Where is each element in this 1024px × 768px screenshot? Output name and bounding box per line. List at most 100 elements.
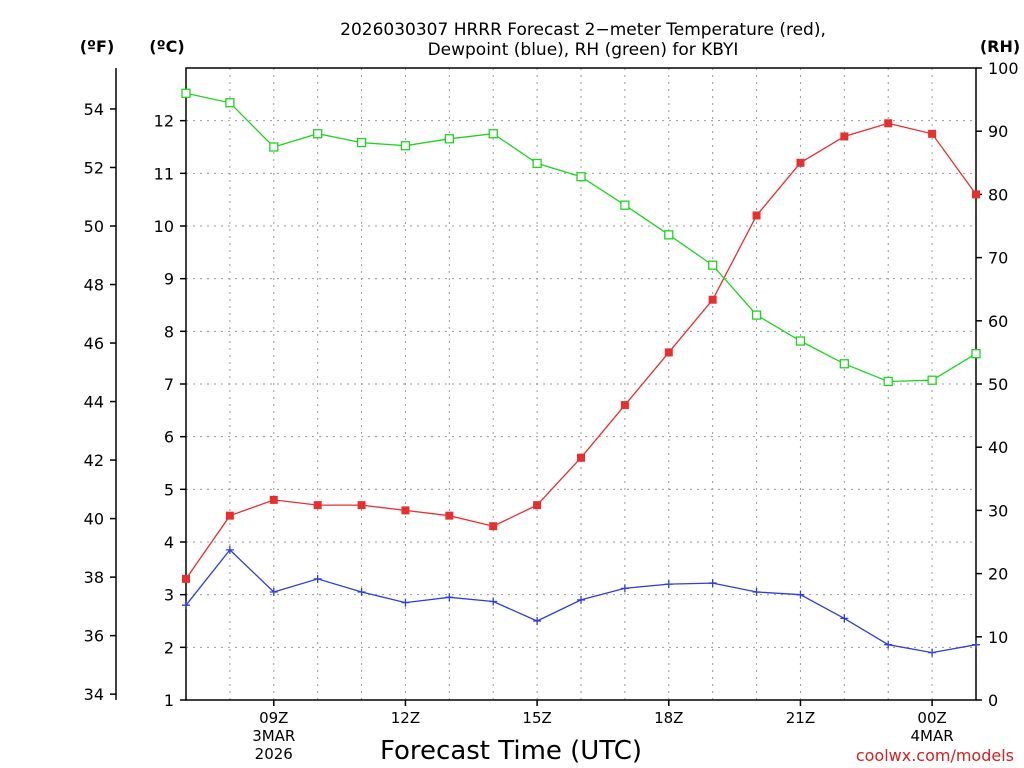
data-point xyxy=(533,501,542,510)
data-point xyxy=(445,593,454,602)
rh-unit-label: (RH) xyxy=(980,37,1020,56)
rh-tick-label: 20 xyxy=(988,565,1008,584)
data-point xyxy=(664,580,673,589)
data-point xyxy=(576,172,586,182)
rh-tick-label: 10 xyxy=(988,628,1008,647)
x-tick-label: 3MAR xyxy=(252,727,295,745)
fahrenheit-tick-label: 34 xyxy=(84,685,104,704)
series-layer xyxy=(181,88,981,657)
series-dewpoint xyxy=(182,545,980,657)
rh-tick-label: 70 xyxy=(988,249,1008,268)
x-tick-label: 00Z xyxy=(917,709,946,727)
data-point xyxy=(489,522,498,531)
fahrenheit-tick-label: 48 xyxy=(84,276,104,295)
data-point xyxy=(357,501,366,510)
data-point xyxy=(620,584,629,593)
data-point xyxy=(796,158,805,167)
series-2-meter-temperature xyxy=(182,119,980,583)
data-point xyxy=(840,614,849,623)
data-point xyxy=(356,137,367,148)
data-point xyxy=(313,501,322,510)
x-tick-label: 15Z xyxy=(522,709,551,727)
celsius-tick-label: 4 xyxy=(164,533,174,552)
data-point xyxy=(927,375,937,385)
data-point xyxy=(577,453,585,462)
data-point xyxy=(357,588,366,597)
x-tick-label: 2026 xyxy=(255,745,293,763)
data-point xyxy=(269,495,278,504)
data-point xyxy=(884,640,893,649)
data-point xyxy=(620,401,629,410)
x-tick-label: 12Z xyxy=(391,709,420,727)
axes-layer: 3436384042444648505254123456789101112010… xyxy=(84,59,1019,763)
celsius-tick-label: 1 xyxy=(164,691,174,710)
celsius-tick-label: 6 xyxy=(164,428,174,447)
data-point xyxy=(269,142,279,152)
x-tick-label: 21Z xyxy=(786,709,815,727)
data-point xyxy=(225,511,234,520)
x-tick-label: 18Z xyxy=(654,709,683,727)
chart-title: 2026030307 HRRR Forecast 2−meter Tempera… xyxy=(340,20,826,40)
data-point xyxy=(225,545,234,554)
data-point xyxy=(577,595,585,604)
data-point xyxy=(313,129,323,139)
fahrenheit-tick-label: 38 xyxy=(84,568,104,587)
data-point xyxy=(181,88,191,98)
rh-tick-label: 30 xyxy=(988,501,1008,520)
data-point xyxy=(488,129,498,139)
fahrenheit-tick-label: 44 xyxy=(84,393,104,412)
fahrenheit-tick-label: 52 xyxy=(84,158,104,177)
x-axis-label: Forecast Time (UTC) xyxy=(380,736,642,766)
celsius-tick-label: 3 xyxy=(164,586,174,605)
data-point xyxy=(839,359,849,369)
data-point xyxy=(884,119,893,128)
data-point xyxy=(182,601,190,610)
data-point xyxy=(840,132,849,141)
data-point xyxy=(795,336,806,346)
data-point xyxy=(400,141,411,151)
data-point xyxy=(182,574,190,583)
credit-text: coolwx.com/models xyxy=(856,746,1014,765)
fahrenheit-tick-label: 50 xyxy=(84,217,104,236)
data-point xyxy=(620,200,630,210)
data-point xyxy=(883,376,893,387)
data-point xyxy=(971,349,981,359)
grid-layer xyxy=(186,68,976,701)
data-point xyxy=(752,211,761,220)
celsius-tick-label: 12 xyxy=(154,112,174,131)
rh-tick-label: 90 xyxy=(988,122,1008,141)
fahrenheit-tick-label: 46 xyxy=(84,334,104,353)
data-point xyxy=(664,348,673,357)
series-rh xyxy=(181,88,981,387)
data-point xyxy=(489,597,498,606)
data-point xyxy=(269,588,278,597)
data-point xyxy=(664,230,674,240)
data-point xyxy=(708,260,718,270)
x-tick-label: 4MAR xyxy=(911,727,954,745)
data-point xyxy=(445,511,454,520)
data-point xyxy=(533,617,542,625)
rh-tick-label: 50 xyxy=(988,375,1008,394)
data-point xyxy=(313,574,322,583)
celsius-tick-label: 8 xyxy=(164,322,174,341)
celsius-tick-label: 10 xyxy=(154,217,174,236)
data-point xyxy=(532,158,542,169)
chart-subtitle: Dewpoint (blue), RH (green) for KBYI xyxy=(428,40,739,60)
celsius-tick-label: 7 xyxy=(164,375,174,394)
celsius-tick-label: 5 xyxy=(164,480,174,499)
fahrenheit-tick-label: 54 xyxy=(84,100,104,119)
fahrenheit-tick-label: 36 xyxy=(84,627,104,646)
data-point xyxy=(928,129,937,138)
fahrenheit-unit-label: (ºF) xyxy=(80,37,115,56)
rh-tick-label: 40 xyxy=(988,438,1008,457)
data-point xyxy=(708,579,717,588)
data-point xyxy=(928,648,937,657)
rh-tick-label: 0 xyxy=(988,691,998,710)
rh-tick-label: 80 xyxy=(988,185,1008,204)
rh-tick-label: 60 xyxy=(988,312,1008,331)
celsius-tick-label: 2 xyxy=(164,638,174,657)
data-point xyxy=(225,98,235,108)
data-point xyxy=(751,310,762,320)
data-point xyxy=(752,588,761,597)
